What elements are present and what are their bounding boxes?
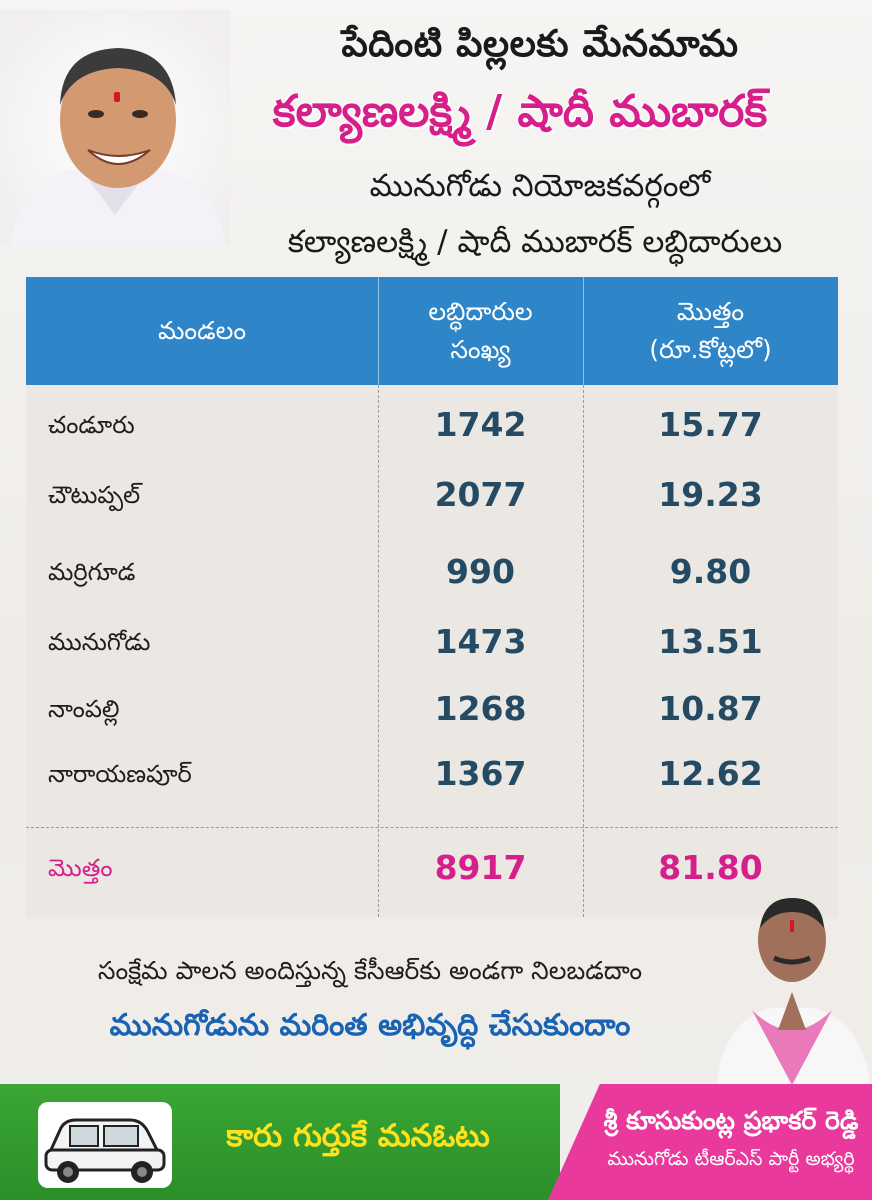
mandal-name: మునుగోడు [48,628,151,656]
amount-crores: 13.51 [658,622,763,661]
column-header-beneficiaries: లబ్ధిదారుల సంఖ్య [428,297,533,364]
column-header-amount: మొత్తం (రూ.కోట్లలో) [649,297,772,364]
mandal-name: నారాయణపూర్ [48,760,192,788]
header-line-1: పేదింటి పిల్లలకు మేనమామ [341,22,739,65]
column-divider [378,385,379,917]
beneficiary-count: 2077 [434,475,527,514]
vote-for-car-slogan: కారు గుర్తుకే మనఓటు [226,1118,490,1154]
header-line-4: కల్యాణలక్ష్మి / షాదీ ముబారక్ లబ్ధిదారులు [287,224,783,260]
amount-crores: 9.80 [669,552,752,591]
total-label: మొత్తం [48,854,113,882]
car-symbol-icon [38,1102,172,1188]
beneficiary-count: 1742 [434,405,527,444]
column-header-mandal: మండలం [157,316,247,345]
table-row: చౌటుప్పల్ 2077 19.23 [26,460,838,530]
total-amount: 81.80 [658,848,763,887]
mandal-name: మర్రిగూడ [48,558,136,586]
amount-crores: 15.77 [658,405,763,444]
header-line-3: మునుగోడు నియోజకవర్గంలో [369,168,711,204]
beneficiary-count: 1367 [434,754,527,793]
total-divider [26,827,838,828]
table-row: నారాయణపూర్ 1367 12.62 [26,739,838,809]
beneficiary-count: 990 [446,552,515,591]
scheme-title: కల్యాణలక్ష్మి / షాదీ ముబారక్ [272,86,768,137]
table-row: మర్రిగూడ 990 9.80 [26,537,838,607]
amount-crores: 19.23 [658,475,763,514]
table-row: మునుగోడు 1473 13.51 [26,607,838,677]
welfare-slogan: సంక్షేమ పాలన అందిస్తున్న కేసీఆర్‌కు అండగ… [97,956,643,985]
total-beneficiaries: 8917 [434,848,527,887]
candidate-photo-image [717,898,870,1085]
table-row: నాంపల్లి 1268 10.87 [26,674,838,744]
beneficiary-count: 1268 [434,689,527,728]
beneficiary-count: 1473 [434,622,527,661]
mandal-name: నాంపల్లి [48,695,120,723]
candidate-name: శ్రీ కూసుకుంట్ల ప్రభాకర్ రెడ్డి [603,1106,859,1135]
mandal-name: చండూరు [48,411,135,439]
footer-pink-band [548,1084,872,1200]
mandal-name: చౌటుప్పల్ [48,481,141,509]
candidate-role: మునుగోడు టీఆర్ఎస్ పార్టీ అభ్యర్థి [607,1148,855,1170]
amount-crores: 12.62 [658,754,763,793]
table-row: చండూరు 1742 15.77 [26,390,838,460]
leader-portrait-image [0,10,230,245]
column-divider [583,385,584,917]
development-slogan: మునుగోడును మరింత అభివృద్ధి చేసుకుందాం [109,1008,631,1043]
amount-crores: 10.87 [658,689,763,728]
beneficiaries-table: మండలం లబ్ధిదారుల సంఖ్య మొత్తం (రూ.కోట్లలో)… [26,277,838,917]
total-row: మొత్తం 8917 81.80 [26,833,838,903]
table-header: మండలం లబ్ధిదారుల సంఖ్య మొత్తం (రూ.కోట్లలో) [26,277,838,385]
